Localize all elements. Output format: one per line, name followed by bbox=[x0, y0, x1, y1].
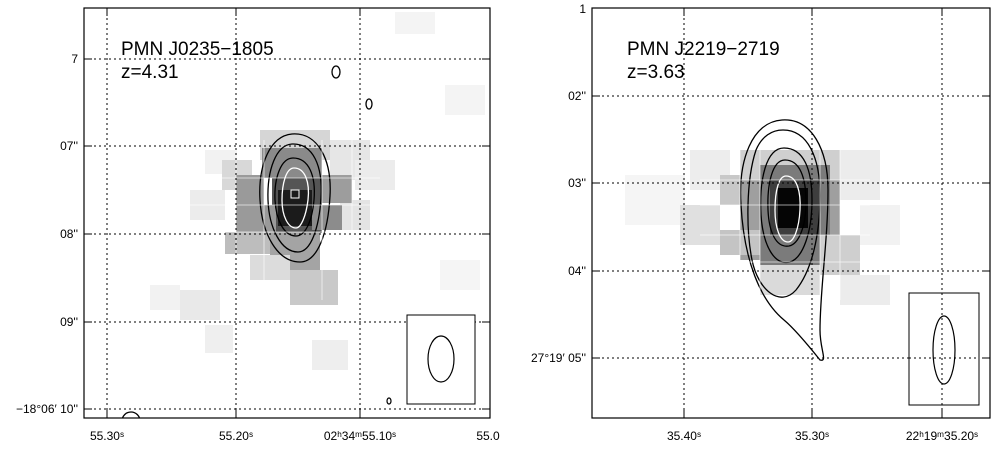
right-xtick: 22ʰ19ᵐ35.20ˢ bbox=[906, 429, 978, 443]
right-xtick: 35.40ˢ bbox=[667, 429, 701, 443]
right-ytick: 03'' bbox=[568, 176, 586, 190]
left-xtick: 55.30ˢ bbox=[90, 429, 124, 443]
right-ytick: 02'' bbox=[568, 89, 586, 103]
left-frame bbox=[83, 7, 491, 419]
left-xtick: 55.0 bbox=[476, 429, 500, 443]
right-frame bbox=[591, 7, 991, 419]
left-ytick: 07'' bbox=[60, 139, 78, 153]
left-ytick: −18°06′ 10'' bbox=[16, 402, 78, 416]
right-panel: PMN J2219−2719 z=3.63 1 02'' 03'' 04'' 2… bbox=[531, 2, 991, 443]
right-source-name: PMN J2219−2719 bbox=[627, 39, 780, 60]
left-xtick: 02ʰ34ᵐ55.10ˢ bbox=[324, 429, 396, 443]
left-image-pixels bbox=[84, 8, 490, 418]
right-redshift: z=3.63 bbox=[627, 62, 685, 83]
left-ytick: 08'' bbox=[60, 227, 78, 241]
right-ytick: 27°19′ 05'' bbox=[531, 351, 586, 365]
left-source-name: PMN J0235−1805 bbox=[121, 39, 274, 60]
right-ytick: 1 bbox=[579, 2, 586, 16]
left-redshift: z=4.31 bbox=[121, 62, 179, 83]
left-panel: PMN J0235−1805 z=4.31 7 07'' 08'' 09'' −… bbox=[16, 7, 500, 443]
left-ytick: 7 bbox=[71, 52, 78, 66]
left-ytick: 09'' bbox=[60, 315, 78, 329]
right-image-pixels bbox=[592, 8, 990, 418]
right-ytick: 04'' bbox=[568, 264, 586, 278]
left-xtick: 55.20ˢ bbox=[219, 429, 253, 443]
right-xtick: 35.30ˢ bbox=[795, 429, 829, 443]
